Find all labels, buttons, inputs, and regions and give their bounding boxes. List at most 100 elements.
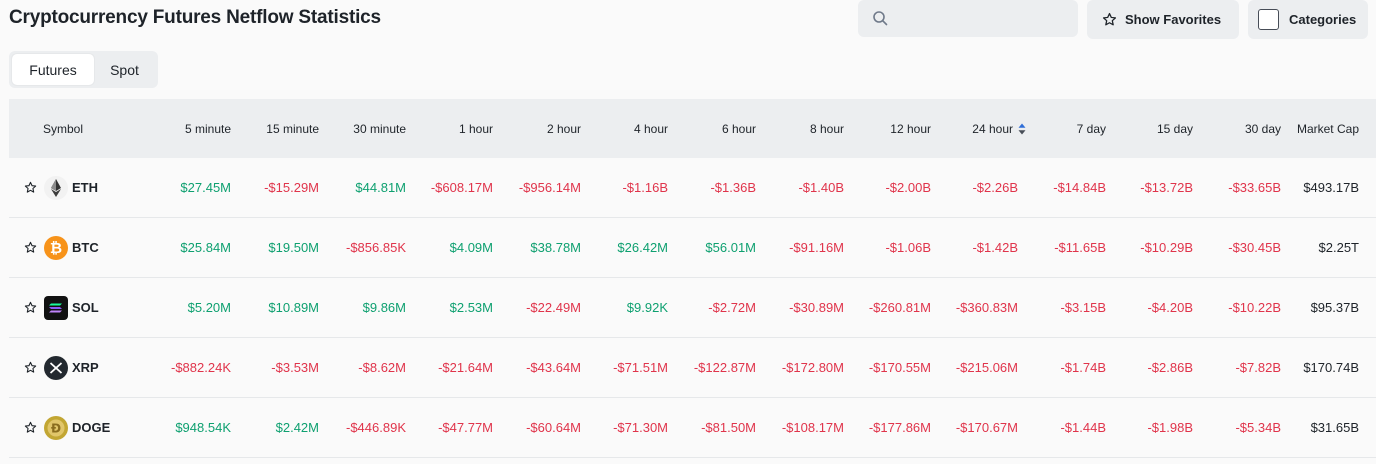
header-15-day[interactable]: 15 day [1111,99,1193,158]
header-label: 4 hour [633,121,668,136]
netflow-cell: -$3.53M [271,360,319,375]
sort-icon [1018,123,1026,134]
favorite-star-icon[interactable] [24,361,37,374]
netflow-cell: -$14.84B [1053,180,1106,195]
symbol-label[interactable]: DOGE [72,420,111,435]
favorite-star-icon[interactable] [24,301,37,314]
table-row[interactable]: ETH $27.45M -$15.29M $44.81M -$608.17M -$956.… [9,158,1376,218]
netflow-cell: -$71.30M [613,420,668,435]
netflow-cell: -$7.82B [1235,360,1281,375]
header-1-hour[interactable]: 1 hour [411,99,493,158]
netflow-cell: -$172.80M [781,360,844,375]
tab-spot[interactable]: Spot [110,61,139,78]
netflow-cell: -$108.17M [781,420,844,435]
symbol-label[interactable]: SOL [72,300,99,315]
netflow-cell: -$170.55M [868,360,931,375]
netflow-cell: -$5.34B [1235,420,1281,435]
header-label: 15 day [1156,121,1193,136]
netflow-cell: -$260.81M [868,300,931,315]
header-4-hour[interactable]: 4 hour [586,99,668,158]
sol-icon [44,296,68,320]
header-label: 8 hour [809,121,844,136]
symbol-label[interactable]: BTC [72,240,99,255]
netflow-cell: -$1.42B [972,240,1018,255]
header-30-day[interactable]: 30 day [1199,99,1281,158]
netflow-cell: $56.01M [705,240,756,255]
xrp-icon [44,356,68,380]
netflow-cell: -$1.36B [710,180,756,195]
netflow-cell: -$956.14M [518,180,581,195]
header-market-cap[interactable]: Market Cap [1277,99,1359,158]
categories-button[interactable]: Categories [1248,0,1368,39]
netflow-cell: $948.54K [175,420,231,435]
table-row[interactable]: SOL $5.20M $10.89M $9.86M $2.53M -$22.49M $9.9… [9,278,1376,338]
market-cap-cell: $31.65B [1310,420,1359,435]
netflow-cell: -$122.87M [693,360,756,375]
netflow-cell: -$71.51M [613,360,668,375]
netflow-cell: -$1.98B [1147,420,1193,435]
netflow-cell: $27.45M [180,180,231,195]
netflow-cell: -$1.16B [622,180,668,195]
market-cap-cell: $170.74B [1303,360,1359,375]
netflow-cell: -$11.65B [1054,240,1106,255]
header-label: 12 hour [890,121,931,136]
header-6-hour[interactable]: 6 hour [674,99,756,158]
btc-icon: ₿ [44,236,68,260]
netflow-cell: -$22.49M [526,300,581,315]
favorite-star-icon[interactable] [24,241,37,254]
netflow-cell: -$43.64M [526,360,581,375]
header-label: 6 hour [721,121,756,136]
netflow-cell: -$30.45B [1228,240,1281,255]
show-favorites-button[interactable]: Show Favorites [1087,0,1239,39]
netflow-cell: -$360.83M [955,300,1018,315]
netflow-cell: -$10.22B [1228,300,1281,315]
netflow-cell: -$81.50M [701,420,756,435]
header-label: 2 hour [546,121,581,136]
header-label: 7 day [1076,121,1106,136]
netflow-cell: $25.84M [180,240,231,255]
netflow-cell: -$856.85K [346,240,406,255]
netflow-cell: -$33.65B [1228,180,1281,195]
tab-futures[interactable]: Futures [12,54,94,85]
header-7-day[interactable]: 7 day [1024,99,1106,158]
header-label: 30 day [1244,121,1281,136]
eth-icon [44,176,68,200]
header-2-hour[interactable]: 2 hour [499,99,581,158]
header-symbol: Symbol [43,121,84,136]
netflow-cell: -$446.89K [346,420,406,435]
header-12-hour[interactable]: 12 hour [849,99,931,158]
header-15-minute[interactable]: 15 minute [237,99,319,158]
netflow-cell: -$1.06B [885,240,931,255]
header-label: 24 hour [972,121,1013,136]
netflow-cell: -$91.16M [789,240,844,255]
table-row[interactable]: ₿ BTC $25.84M $19.50M -$856.85K $4.09M $38.78M… [9,218,1376,278]
header-label: Market Cap [1296,121,1359,136]
netflow-cell: -$1.74B [1060,360,1106,375]
table-row[interactable]: Ð DOGE $948.54K $2.42M -$446.89K -$47.77M -$60… [9,398,1376,458]
header-8-hour[interactable]: 8 hour [762,99,844,158]
header-label: 5 minute [184,121,231,136]
table-header: Symbol 5 minute 15 minute 30 minute 1 hour 2 … [9,99,1376,158]
netflow-cell: -$4.20B [1147,300,1193,315]
symbol-label[interactable]: ETH [72,180,98,195]
table-row[interactable]: XRP -$882.24K -$3.53M -$8.62M -$21.64M -$43.6… [9,338,1376,398]
header-label: 1 hour [458,121,493,136]
favorite-star-icon[interactable] [24,421,37,434]
header-label: 15 minute [266,121,319,136]
search-icon [873,11,888,26]
netflow-cell: -$2.86B [1147,360,1193,375]
netflow-cell: -$1.40B [798,180,844,195]
netflow-cell: -$882.24K [171,360,231,375]
symbol-label[interactable]: XRP [72,360,99,375]
netflow-cell: -$215.06M [955,360,1018,375]
netflow-cell: $10.89M [268,300,319,315]
header-24-hour[interactable]: 24 hour [944,99,1026,158]
netflow-cell: -$10.29B [1140,240,1193,255]
header-5-minute[interactable]: 5 minute [149,99,231,158]
market-cap-cell: $2.25T [1318,240,1359,255]
search-input[interactable] [858,0,1078,37]
netflow-cell: $19.50M [268,240,319,255]
header-30-minute[interactable]: 30 minute [324,99,406,158]
favorite-star-icon[interactable] [24,181,37,194]
categories-checkbox[interactable] [1258,9,1279,30]
